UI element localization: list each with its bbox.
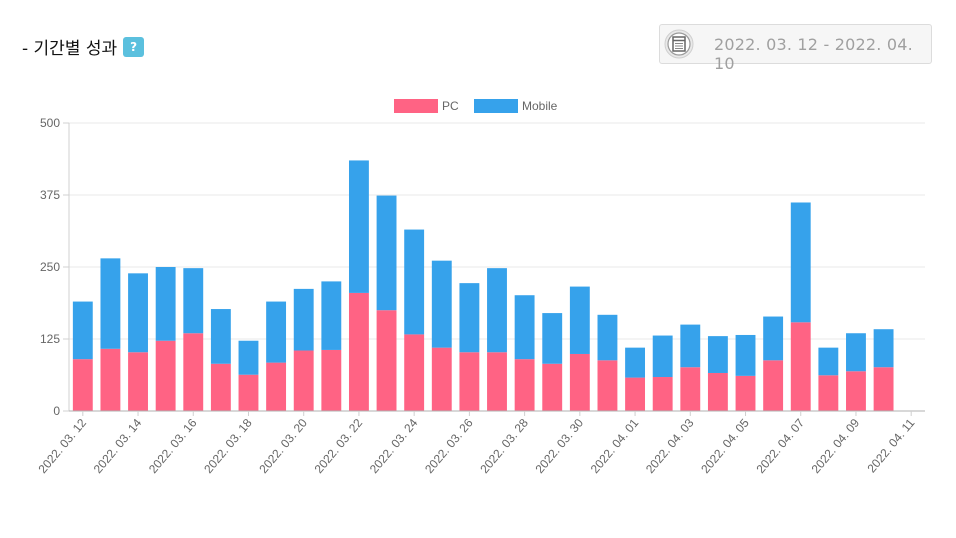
bar-mobile — [431, 260, 452, 348]
x-tick-label: 2022. 03. 14 — [91, 416, 145, 476]
bar-pc — [846, 371, 866, 411]
bar-mobile — [238, 340, 259, 375]
bar-mobile — [376, 195, 397, 311]
bar-mobile — [514, 295, 535, 360]
bar-pc — [321, 349, 342, 411]
legend-label-mobile: Mobile — [522, 99, 558, 113]
y-tick-label: 375 — [40, 188, 60, 202]
legend-swatch-mobile — [474, 99, 518, 113]
y-tick-label: 125 — [40, 332, 60, 346]
bar-mobile — [487, 268, 507, 353]
bar-pc — [569, 353, 590, 411]
bar-pc — [128, 352, 148, 411]
bar-mobile — [818, 347, 839, 376]
x-tick-label: 2022. 03. 12 — [35, 416, 89, 476]
x-tick-label: 2022. 04. 07 — [753, 416, 807, 476]
bar-mobile — [210, 309, 231, 364]
page-title: - 기간별 성과 — [22, 39, 118, 59]
bar-pc — [348, 292, 369, 411]
x-tick-label: 2022. 03. 16 — [146, 416, 200, 476]
bar-mobile — [348, 160, 369, 293]
x-tick-label: 2022. 03. 20 — [256, 416, 310, 476]
date-range-text: 2022. 03. 12 - 2022. 04. 10 — [714, 35, 913, 73]
bar-pc — [735, 375, 756, 411]
bar-pc — [487, 352, 507, 411]
bar-mobile — [846, 333, 866, 372]
bar-pc — [680, 367, 701, 411]
bar-mobile — [100, 258, 121, 349]
bar-mobile — [873, 329, 894, 368]
bar-pc — [210, 363, 231, 411]
bar-mobile — [72, 301, 93, 360]
bar-pc — [72, 359, 93, 411]
bar-mobile — [128, 273, 148, 353]
x-tick-label: 2022. 03. 22 — [312, 416, 366, 476]
chart-legend: PC Mobile — [394, 99, 558, 113]
bar-pc — [238, 374, 259, 411]
bar-pc — [100, 348, 121, 411]
x-tick-label: 2022. 03. 26 — [422, 416, 476, 476]
x-tick-label: 2022. 04. 05 — [698, 416, 752, 476]
x-tick-label: 2022. 03. 28 — [477, 416, 531, 476]
bar-mobile — [625, 347, 646, 378]
bar-mobile — [569, 286, 590, 354]
bar-mobile — [266, 301, 287, 363]
y-tick-label: 0 — [53, 404, 60, 418]
bar-mobile — [790, 202, 811, 323]
x-tick-label: 2022. 04. 11 — [864, 416, 917, 476]
bar-pc — [763, 360, 784, 411]
bar-pc — [376, 310, 397, 411]
x-tick-label: 2022. 03. 24 — [367, 416, 421, 476]
bar-mobile — [321, 281, 342, 350]
x-tick-label: 2022. 04. 01 — [588, 416, 642, 476]
x-tick-label: 2022. 04. 03 — [643, 416, 697, 476]
title-row: - 기간별 성과 ? — [22, 34, 145, 59]
bar-pc — [597, 360, 618, 411]
bar-mobile — [597, 314, 618, 361]
help-button[interactable]: ? — [123, 36, 145, 57]
bar-mobile — [652, 335, 673, 378]
bar-pc — [155, 340, 176, 411]
y-tick-label: 250 — [40, 260, 60, 274]
date-range-picker[interactable]: 2022. 03. 12 - 2022. 04. 10 — [659, 24, 932, 73]
bar-pc — [818, 375, 839, 411]
bar-pc — [266, 362, 287, 411]
bar-pc — [293, 350, 314, 411]
bar-mobile — [155, 267, 176, 341]
bar-mobile — [404, 229, 425, 335]
bar-mobile — [183, 268, 204, 334]
bar-mobile — [707, 336, 728, 373]
legend-label-pc: PC — [442, 99, 459, 113]
bar-mobile — [293, 288, 314, 351]
bar-pc — [183, 333, 204, 411]
x-tick-label: 2022. 03. 18 — [201, 416, 255, 476]
bar-pc — [404, 334, 425, 411]
bar-pc — [790, 322, 811, 411]
bar-mobile — [735, 334, 756, 376]
x-tick-label: 2022. 04. 09 — [809, 416, 863, 476]
bar-mobile — [459, 283, 480, 353]
x-tick-label: 2022. 03. 30 — [533, 416, 587, 476]
bar-pc — [431, 347, 452, 411]
bar-mobile — [763, 316, 784, 361]
bar-pc — [652, 377, 673, 411]
bar-pc — [542, 363, 563, 411]
bar-pc — [873, 367, 894, 411]
bar-pc — [514, 359, 535, 411]
bar-mobile — [542, 313, 563, 364]
bar-pc — [459, 352, 480, 411]
bar-pc — [707, 372, 728, 411]
bar-mobile — [680, 324, 701, 368]
y-tick-label: 500 — [40, 116, 60, 130]
legend-swatch-pc — [394, 99, 438, 113]
bar-pc — [625, 377, 646, 411]
calendar-icon — [664, 29, 694, 59]
chart-bars — [72, 160, 894, 411]
